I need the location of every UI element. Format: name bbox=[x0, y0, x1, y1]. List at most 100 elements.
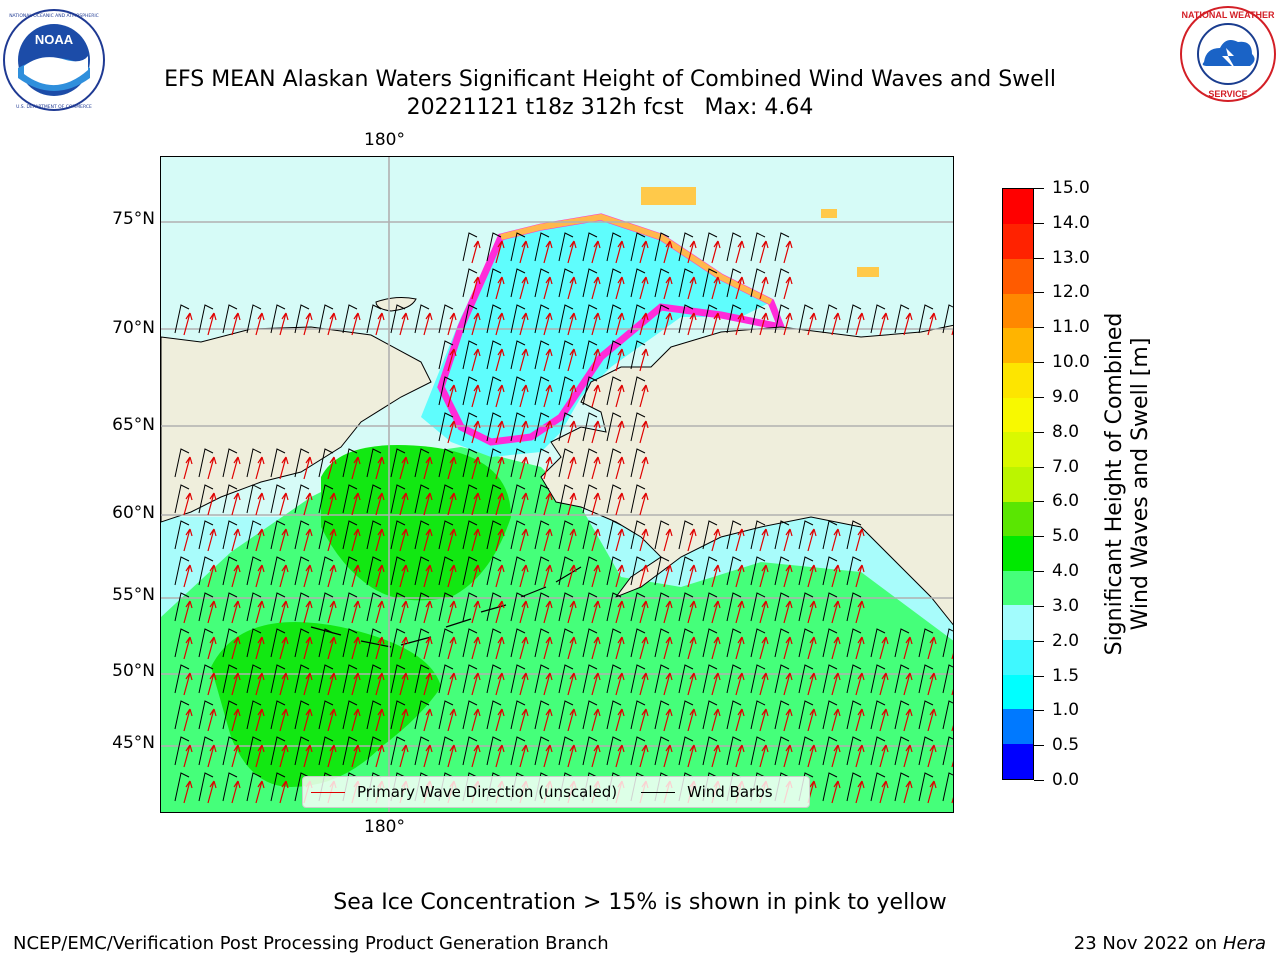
wind-barb bbox=[318, 700, 334, 730]
wind-barb bbox=[870, 736, 886, 766]
wave-arrow bbox=[615, 708, 625, 732]
wind-barb bbox=[486, 340, 502, 370]
wave-arrow bbox=[471, 636, 481, 660]
wind-barb bbox=[534, 232, 550, 262]
wind-barb bbox=[294, 484, 310, 514]
wave-arrow bbox=[855, 744, 865, 768]
wind-barb bbox=[294, 556, 310, 586]
wind-barb bbox=[582, 268, 598, 298]
wind-barb bbox=[678, 700, 694, 730]
wave-arrow bbox=[303, 564, 313, 588]
wind-barb bbox=[438, 340, 454, 370]
colorbar-segment bbox=[1003, 500, 1033, 537]
wind-barb bbox=[582, 448, 598, 478]
wave-arrow bbox=[711, 744, 721, 768]
wind-barb bbox=[390, 736, 406, 766]
wind-barb bbox=[438, 484, 454, 514]
wave-arrow bbox=[423, 708, 433, 732]
wave-arrow bbox=[207, 780, 217, 804]
wave-arrow bbox=[711, 240, 721, 264]
wave-arrow bbox=[447, 348, 457, 372]
wind-barb bbox=[558, 664, 574, 694]
wind-barb bbox=[318, 304, 334, 334]
wind-barb bbox=[198, 628, 214, 658]
wave-arrow bbox=[591, 420, 601, 444]
wave-arrow bbox=[615, 600, 625, 624]
wave-arrow bbox=[423, 492, 433, 516]
wind-barb bbox=[702, 520, 718, 550]
wave-arrow bbox=[783, 672, 793, 696]
wind-barb bbox=[438, 376, 454, 406]
wind-barb bbox=[462, 268, 478, 298]
wind-barb bbox=[414, 664, 430, 694]
wave-arrow bbox=[543, 456, 553, 480]
wind-barb bbox=[678, 664, 694, 694]
wave-arrow bbox=[591, 240, 601, 264]
wave-arrow bbox=[255, 312, 265, 336]
wind-barb bbox=[462, 232, 478, 262]
wave-arrow bbox=[375, 564, 385, 588]
wave-arrow bbox=[639, 492, 649, 516]
colorbar-tick bbox=[1034, 571, 1044, 573]
wave-arrow bbox=[279, 312, 289, 336]
wind-barb bbox=[750, 304, 766, 334]
wave-arrow bbox=[471, 384, 481, 408]
wind-barb bbox=[222, 772, 238, 802]
colorbar-tick bbox=[1034, 222, 1044, 224]
wind-barb bbox=[246, 700, 262, 730]
wave-arrow bbox=[567, 240, 577, 264]
wave-arrow bbox=[855, 528, 865, 552]
wave-arrow bbox=[639, 384, 649, 408]
wave-arrow bbox=[783, 600, 793, 624]
wave-arrow bbox=[639, 600, 649, 624]
colorbar-tick-label: 3.0 bbox=[1052, 595, 1080, 616]
wave-arrow bbox=[447, 384, 457, 408]
wave-arrow bbox=[495, 564, 505, 588]
wave-arrow bbox=[663, 528, 673, 552]
wave-arrow bbox=[543, 240, 553, 264]
wave-arrow bbox=[663, 744, 673, 768]
wave-arrow bbox=[207, 492, 217, 516]
wind-barb bbox=[486, 232, 502, 262]
wave-arrow bbox=[183, 564, 193, 588]
wave-arrow bbox=[687, 276, 697, 300]
wave-arrow bbox=[279, 600, 289, 624]
wind-barb bbox=[246, 592, 262, 622]
wave-arrow bbox=[663, 312, 673, 336]
wind-barb bbox=[918, 664, 934, 694]
wave-arrow bbox=[615, 564, 625, 588]
colorbar-segment bbox=[1003, 189, 1033, 225]
wave-arrow bbox=[471, 348, 481, 372]
wind-barb bbox=[822, 772, 838, 802]
wave-arrow bbox=[591, 492, 601, 516]
wave-arrow bbox=[879, 780, 889, 804]
map-panel bbox=[160, 156, 954, 813]
wave-arrow bbox=[855, 312, 865, 336]
wave-arrow bbox=[543, 528, 553, 552]
svg-text:NATIONAL OCEANIC AND ATMOSPHER: NATIONAL OCEANIC AND ATMOSPHERIC bbox=[9, 13, 99, 19]
chart-subtitle: 20221121 t18z 312h fcst Max: 4.64 bbox=[406, 95, 814, 120]
wave-arrow bbox=[567, 276, 577, 300]
wave-arrow bbox=[591, 456, 601, 480]
wind-barb bbox=[438, 664, 454, 694]
wind-barb bbox=[918, 628, 934, 658]
svg-text:U.S. DEPARTMENT OF COMMERCE: U.S. DEPARTMENT OF COMMERCE bbox=[16, 104, 92, 110]
wind-barb bbox=[822, 664, 838, 694]
wave-arrow bbox=[447, 528, 457, 552]
wave-arrow bbox=[639, 564, 649, 588]
wind-barb bbox=[438, 556, 454, 586]
wind-barb bbox=[798, 664, 814, 694]
footer-host: Hera bbox=[1222, 933, 1266, 954]
wave-arrow bbox=[495, 600, 505, 624]
wave-arrow bbox=[447, 312, 457, 336]
wind-barb bbox=[798, 700, 814, 730]
wind-barb bbox=[198, 484, 214, 514]
wind-barb bbox=[342, 484, 358, 514]
wind-barb bbox=[198, 556, 214, 586]
wind-barb bbox=[246, 520, 262, 550]
wind-barb bbox=[366, 700, 382, 730]
wind-barb bbox=[486, 664, 502, 694]
wind-barb bbox=[606, 520, 622, 550]
wind-barb bbox=[222, 448, 238, 478]
wave-arrow bbox=[279, 492, 289, 516]
